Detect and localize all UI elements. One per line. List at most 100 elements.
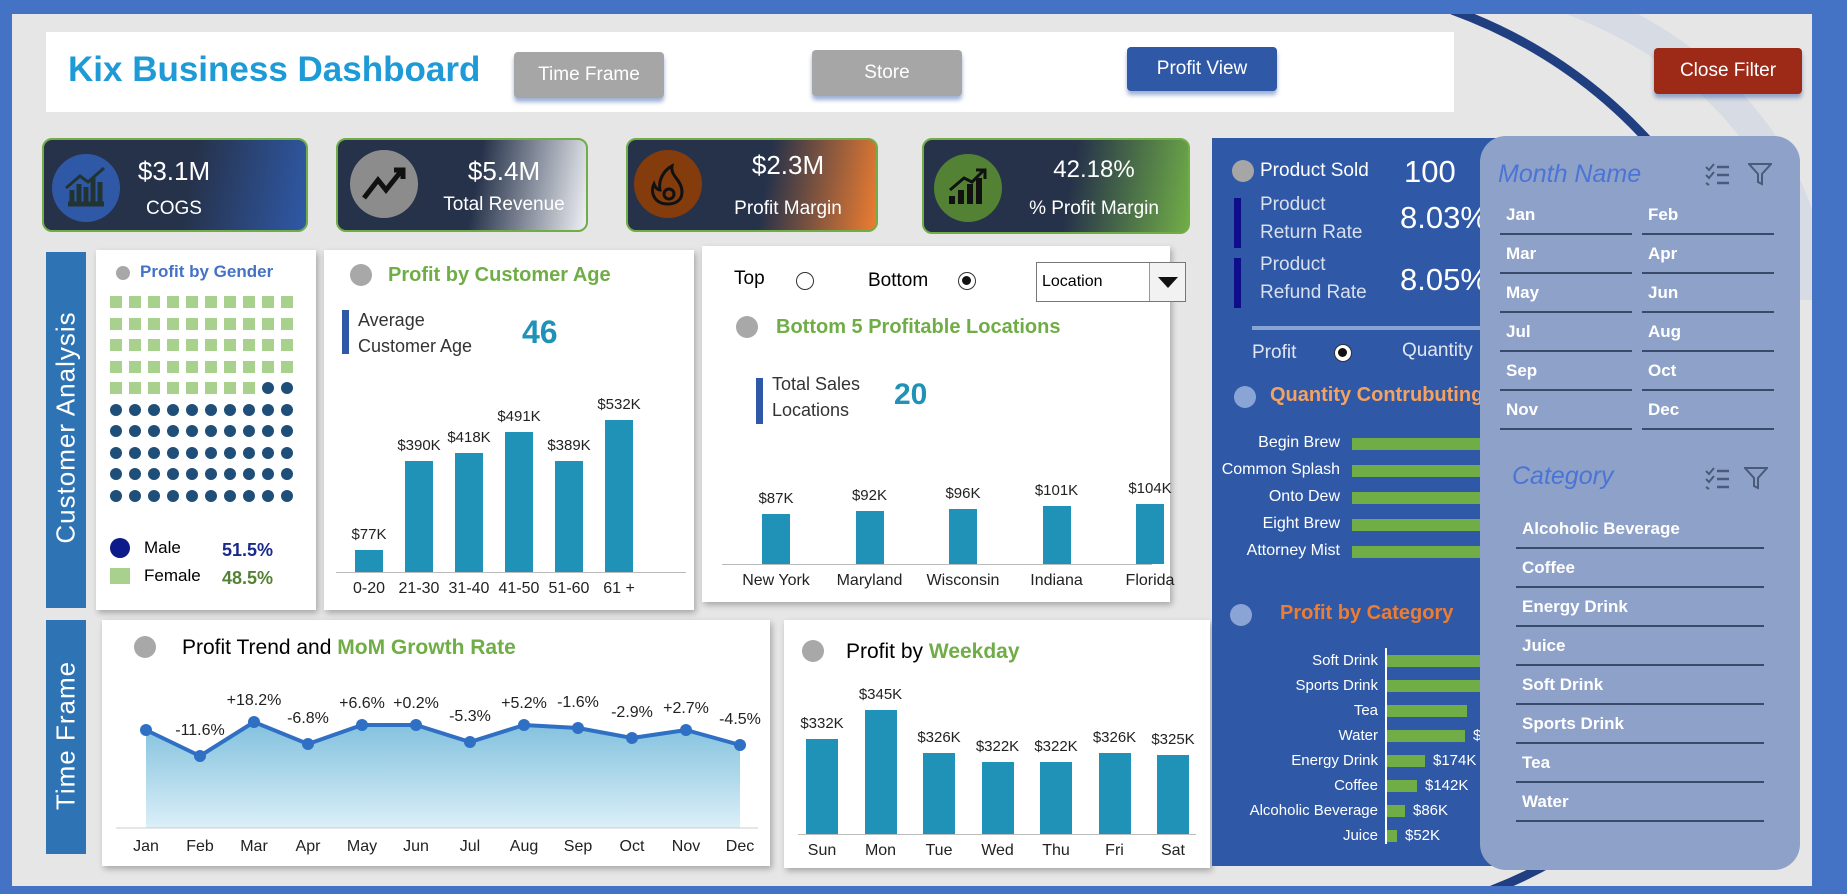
male-waffle-cell [262,446,274,459]
month-option-dec[interactable]: Dec [1642,397,1774,430]
cat-value-label: $ [1473,727,1482,744]
time-frame-button[interactable]: Time Frame [514,52,664,98]
locations-accent-bar [756,378,763,424]
male-waffle-cell [281,382,293,394]
x-tick-label: Oct [619,838,645,855]
category-multi-select-icon[interactable] [1704,466,1730,490]
female-waffle-cell [262,317,274,330]
month-option-oct[interactable]: Oct [1642,358,1774,391]
avg-age-label-2: Customer Age [358,336,473,356]
category-option[interactable]: Energy Drink [1516,594,1764,627]
category-clear-filter-icon[interactable] [1742,466,1770,490]
cat-item-label: Sports Drink [1295,677,1378,694]
toggle-profit-radio[interactable] [1334,344,1352,362]
refund-rate-value: 8.05% [1400,262,1488,297]
category-option[interactable]: Soft Drink [1516,672,1764,705]
location-dropdown[interactable]: Location [1036,262,1186,302]
male-waffle-cell [262,425,274,437]
trend-point [518,719,530,731]
trend-line [145,719,741,759]
growth-data-label: -2.9% [611,704,653,721]
close-filter-button[interactable]: Close Filter [1654,48,1802,94]
cat-value-label: $142K [1425,777,1469,794]
female-waffle-cell [243,382,255,394]
female-waffle-cell [167,382,179,394]
month-option-may[interactable]: May [1500,280,1632,313]
x-tick-label: 41-50 [498,580,540,597]
category-option[interactable]: Juice [1516,633,1764,666]
trend-point [572,722,584,734]
cat-item-label: Soft Drink [1312,652,1378,669]
female-waffle-cell [281,296,293,308]
category-option[interactable]: Sports Drink [1516,711,1764,744]
x-axis-line [798,834,1196,835]
category-option[interactable]: Water [1516,789,1764,822]
month-option-jul[interactable]: Jul [1500,319,1632,352]
month-option-jan[interactable]: Jan [1500,202,1632,235]
trend-point [302,738,314,750]
male-waffle-cell [167,425,179,437]
bar-data-label: $77K [351,526,387,543]
bar-chart-icon [52,154,120,222]
male-waffle-cell [224,468,236,480]
month-option-aug[interactable]: Aug [1642,319,1774,352]
top-radio[interactable] [796,272,814,290]
x-tick-label: Dec [725,838,755,855]
x-tick-label: Florida [1125,572,1175,589]
month-option-mar[interactable]: Mar [1500,241,1632,274]
trend-title-a: Profit Trend and [182,636,338,659]
age-dot-icon [350,264,372,286]
month-option-jun[interactable]: Jun [1642,280,1774,313]
chevron-down-icon[interactable] [1149,263,1185,301]
bar-data-label: $96K [945,484,981,502]
month-option-feb[interactable]: Feb [1642,202,1774,235]
male-waffle-cell [243,425,255,437]
clear-filter-icon[interactable] [1746,162,1774,186]
kpi-profit-margin-label: Profit Margin [734,198,842,219]
male-waffle-cell [167,403,179,416]
male-waffle-cell [110,425,122,437]
bar-data-label: $92K [851,486,888,504]
female-waffle-cell [186,360,198,373]
category-option[interactable]: Coffee [1516,555,1764,588]
month-option-apr[interactable]: Apr [1642,241,1774,274]
store-button[interactable]: Store [812,50,962,96]
chart-bar [1157,755,1189,834]
cat-bar [1387,755,1425,767]
gender-panel: Profit by Gender Male 51.5% Female 48.5% [96,250,316,610]
male-waffle-cell [262,468,274,480]
male-waffle-cell [167,489,179,502]
bar-data-label: $389K [547,436,591,454]
category-option[interactable]: Alcoholic Beverage [1516,516,1764,549]
male-waffle-cell [186,489,198,502]
bottom-radio[interactable] [958,272,976,290]
month-option-sep[interactable]: Sep [1500,358,1632,391]
x-tick-label: Fri [1105,842,1124,859]
female-waffle-cell [167,339,179,351]
female-waffle-cell [243,360,255,373]
profit-view-button[interactable]: Profit View [1127,47,1277,91]
month-option-nov[interactable]: Nov [1500,397,1632,430]
female-waffle-cell [205,382,217,394]
chart-bar [455,452,483,572]
kpi-revenue-value: $5.4M [467,156,541,186]
top-radio-label: Top [734,268,765,289]
male-waffle-cell [205,425,217,437]
age-accent-bar [342,310,349,354]
qty-title: Quantity Contrubuting [1270,384,1484,406]
cat-item-label: Energy Drink [1291,752,1378,769]
location-dropdown-value: Location [1042,273,1103,290]
trend-point [734,739,746,751]
chart-bar [923,752,955,834]
category-option[interactable]: Tea [1516,750,1764,783]
female-waffle-cell [281,317,293,330]
x-tick-label: Mon [864,842,897,859]
growth-data-label: +0.2% [393,695,439,712]
total-locations-value: 20 [894,378,928,411]
growth-data-label: -1.6% [557,694,599,711]
male-waffle-cell [281,403,293,416]
multi-select-icon[interactable] [1704,162,1730,186]
female-waffle-cell [110,317,122,330]
male-waffle-cell [110,489,122,502]
growth-data-label: +5.2% [501,695,547,712]
